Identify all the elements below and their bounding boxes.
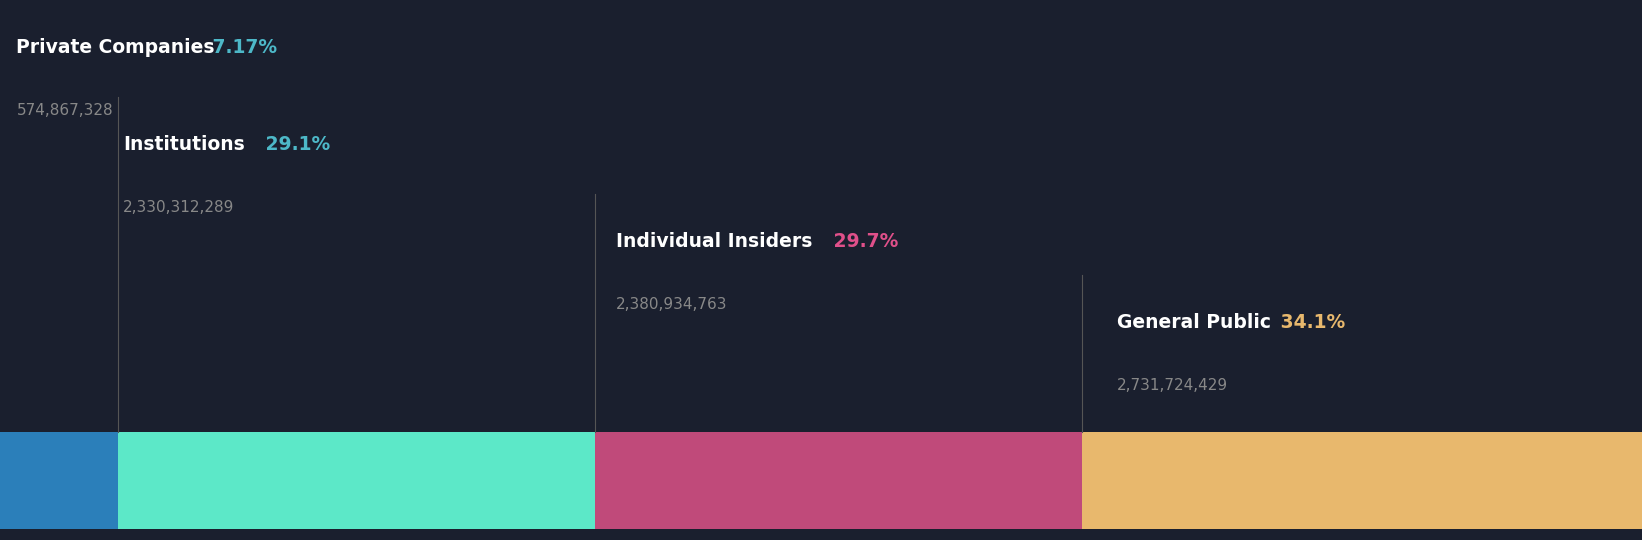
Text: Private Companies: Private Companies xyxy=(16,38,215,57)
Bar xyxy=(594,432,1082,529)
Text: 2,731,724,429: 2,731,724,429 xyxy=(1117,378,1228,393)
Bar xyxy=(118,432,594,529)
Bar xyxy=(1082,432,1642,529)
Text: 29.7%: 29.7% xyxy=(828,232,898,251)
Text: 2,380,934,763: 2,380,934,763 xyxy=(616,297,727,312)
Text: Institutions: Institutions xyxy=(123,135,245,154)
Text: 2,330,312,289: 2,330,312,289 xyxy=(123,200,235,215)
Text: Individual Insiders: Individual Insiders xyxy=(616,232,813,251)
Text: 34.1%: 34.1% xyxy=(1274,313,1345,332)
Text: 574,867,328: 574,867,328 xyxy=(16,103,113,118)
Text: 29.1%: 29.1% xyxy=(259,135,330,154)
Bar xyxy=(0,432,118,529)
Text: General Public: General Public xyxy=(1117,313,1271,332)
Text: 7.17%: 7.17% xyxy=(207,38,277,57)
